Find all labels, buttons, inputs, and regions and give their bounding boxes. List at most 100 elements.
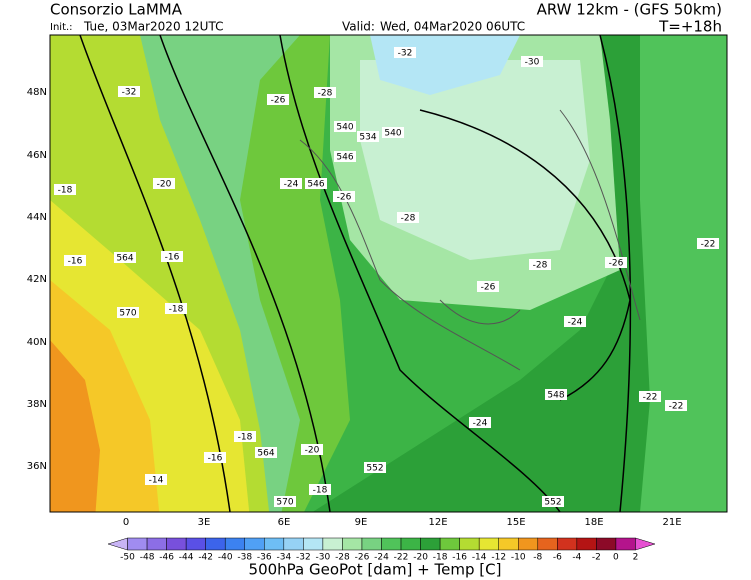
colorbar-label: -38 [237,553,252,563]
colorbar-label: -30 [316,553,331,563]
lat-label: 44N [27,212,47,223]
contour-label-bg [280,178,302,189]
colorbar-label: -6 [553,553,562,563]
colorbar-label: -16 [452,553,467,563]
contour-label-bg [165,303,187,314]
map-frame [49,34,728,513]
contour-label: 552 [544,498,561,508]
contour-label: -26 [481,283,496,293]
contour-label: -18 [238,433,253,443]
contour-label: 564 [257,449,274,459]
contour-label: -16 [68,257,83,267]
contour-label-bg [697,238,719,249]
colorbar-cell [322,537,343,551]
model: ARW 12km - (GFS 50km) [537,1,722,19]
colorbar-cell [244,537,265,551]
colorbar-cell [361,537,382,551]
contour-label: 548 [547,391,564,401]
init-label: Init.: [50,22,73,33]
contour-label: -28 [401,214,416,224]
colorbar-cell [166,537,187,551]
colorbar-label: -40 [218,553,233,563]
contour-label-bg [545,389,567,400]
contour-label: -32 [398,49,413,59]
lat-label: 48N [27,87,47,98]
colorbar-cell [576,537,597,551]
colorbar-cell [185,537,206,551]
contour-label-bg [605,257,627,268]
contour-label: -26 [271,96,286,106]
colorbar-cell [107,537,128,551]
step: T=+18h [658,18,722,36]
lat-label: 38N [27,399,47,410]
contour-label-bg [204,452,226,463]
colorbar-label: -14 [472,553,487,563]
contour-label-bg [394,47,416,58]
lon-label: 21E [662,517,681,528]
colorbar-cell [596,537,617,551]
contour-label: -24 [568,318,583,328]
contour-label-bg [334,151,356,162]
colorbar-cell [478,537,499,551]
lat-label: 36N [27,461,47,472]
colorbar-label: -36 [257,553,272,563]
contour-label-bg [301,444,323,455]
colorbar-label: -24 [374,553,389,563]
contour-label: 534 [359,133,376,143]
colorbar-cell [264,537,285,551]
colorbar-label: -2 [592,553,601,563]
colorbar-cell [283,537,304,551]
colorbar-label: -26 [355,553,370,563]
lat-label: 42N [27,274,47,285]
contour-label: -22 [701,240,716,250]
colorbar-title: 500hPa GeoPot [dam] + Temp [C] [249,561,502,579]
colorbar-cell [420,537,441,551]
contour-label-bg [64,255,86,266]
contour-label: 552 [366,464,383,474]
colorbar-label: -50 [120,553,135,563]
contour-label: 570 [276,498,293,508]
contour-label: -20 [305,446,320,456]
contour-label-bg [153,178,175,189]
contour-label-bg [382,127,404,138]
colorbar-label: -22 [394,553,409,563]
contour-label: -28 [318,89,333,99]
colorbar-cell [205,537,226,551]
contour-label: -22 [643,393,658,403]
contour-label-bg [469,417,491,428]
colorbar-cell [400,537,421,551]
colorbar-label: -34 [276,553,291,563]
valid: Wed, 04Mar2020 06UTC [380,20,525,34]
colorbar-cell [439,537,460,551]
contour-label-bg [364,462,386,473]
contour-label: -28 [533,261,548,271]
contour-label-bg [145,474,167,485]
colorbar-cell [381,537,402,551]
colorbar-cell [498,537,519,551]
lat-label: 46N [27,150,47,161]
contour-label: 546 [336,153,353,163]
contour-label: -14 [149,476,164,486]
map [50,35,727,512]
contour-label-bg [665,400,687,411]
init: Tue, 03Mar2020 12UTC [83,20,223,34]
contour-label: -20 [157,180,172,190]
brand: Consorzio LaMMA [50,1,183,19]
contour-label: -24 [473,419,488,429]
colorbar-label: -32 [296,553,311,563]
lon-label: 6E [278,517,291,528]
valid-label: Valid: [342,20,375,34]
contour-label: -18 [58,186,73,196]
contour-label-bg [334,121,356,132]
colorbar-label: -4 [572,553,581,563]
contour-label: -26 [337,193,352,203]
lat-label: 40N [27,337,47,348]
contour-label-bg [529,259,551,270]
contour-label: -26 [609,259,624,269]
contour-label: -24 [284,180,299,190]
contour-label-bg [564,316,586,327]
contour-label: 540 [384,129,401,139]
colorbar-cell [224,537,245,551]
contour-label: -32 [122,88,137,98]
